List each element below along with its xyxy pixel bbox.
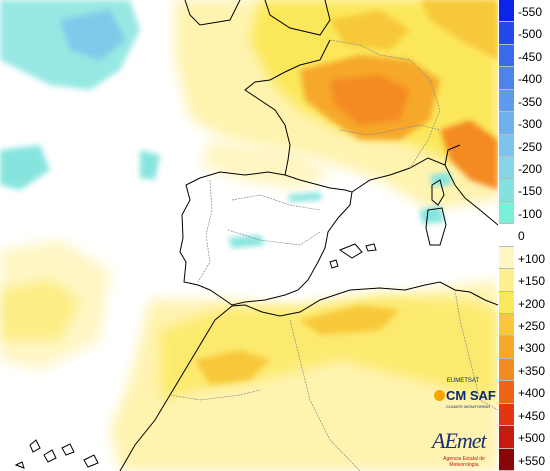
legend-swatch — [499, 89, 514, 113]
legend-swatch — [499, 291, 514, 314]
legend-swatch — [499, 44, 514, 68]
legend-row: -500 — [498, 22, 550, 45]
coastlines — [14, 0, 498, 471]
legend-row: -150 — [498, 179, 550, 202]
aemet-logo-text: AEmet — [432, 428, 487, 453]
legend-row: +400 — [498, 381, 550, 404]
borders — [169, 39, 498, 471]
legend-swatch — [499, 403, 514, 427]
legend-swatch — [499, 134, 514, 157]
legend-row: -350 — [498, 89, 550, 113]
cmsaf-sun-icon — [434, 390, 445, 401]
legend-row: +300 — [498, 336, 550, 359]
legend-label: +150 — [518, 274, 546, 289]
aemet-subtitle: Agencia Estatal de Meteorología — [443, 456, 485, 468]
legend-label: -250 — [518, 139, 543, 154]
legend-row: +350 — [498, 358, 550, 382]
legend-row: +500 — [498, 426, 550, 449]
legend-row: -400 — [498, 67, 550, 90]
legend-swatch — [499, 448, 514, 471]
legend-swatch — [499, 224, 514, 247]
legend-swatch — [499, 179, 514, 202]
logos: EUMETSAT CM SAF CLIMATE MONITORING AEmet… — [428, 378, 498, 468]
legend-swatch — [499, 22, 514, 45]
legend-label: +100 — [518, 251, 546, 266]
legend-label: +550 — [518, 453, 546, 468]
legend-swatch — [499, 201, 514, 225]
legend-row: -100 — [498, 201, 550, 225]
legend-label: +350 — [518, 363, 546, 378]
legend-label: -500 — [518, 27, 543, 42]
legend-row: -550 — [498, 0, 550, 23]
legend-row: 0 — [498, 224, 550, 247]
legend-label: -350 — [518, 94, 543, 109]
legend-label: 0 — [518, 229, 525, 244]
legend-label: +450 — [518, 408, 546, 423]
legend-row: +150 — [498, 269, 550, 292]
legend-swatch — [499, 157, 514, 180]
cmsaf-subtitle: CLIMATE MONITORING — [446, 404, 491, 409]
legend-swatch — [499, 358, 514, 382]
legend-swatch — [499, 336, 514, 359]
legend-label: +300 — [518, 341, 546, 356]
legend-row: +550 — [498, 448, 550, 471]
anomaly-map — [0, 0, 498, 471]
legend-swatch — [499, 246, 514, 270]
legend-label: -150 — [518, 184, 543, 199]
legend-swatch — [499, 67, 514, 90]
legend-row: -250 — [498, 134, 550, 157]
legend-row: +200 — [498, 291, 550, 314]
legend-swatch — [499, 314, 514, 337]
legend-row: -300 — [498, 112, 550, 135]
cmsaf-logo-text: CM SAF — [446, 388, 496, 403]
legend-label: -400 — [518, 72, 543, 87]
legend-swatch — [499, 426, 514, 449]
legend-swatch — [499, 381, 514, 404]
legend-label: -550 — [518, 5, 543, 19]
legend-label: -100 — [518, 206, 543, 221]
legend-row: +450 — [498, 403, 550, 427]
legend-label: +200 — [518, 296, 546, 311]
eumetsat-label: EUMETSAT — [446, 378, 480, 384]
legend-row: +250 — [498, 314, 550, 337]
legend-label: +500 — [518, 431, 546, 446]
legend-label: +250 — [518, 319, 546, 333]
legend-label: -300 — [518, 117, 543, 132]
legend-row: -200 — [498, 157, 550, 180]
legend-label: -450 — [518, 49, 543, 64]
legend-label: -200 — [518, 162, 543, 176]
legend-row: -450 — [498, 44, 550, 68]
color-legend: -550 -500 -450 -400 -350 -300 -250 -200 -150 -100… — [498, 0, 550, 471]
legend-swatch — [499, 269, 514, 292]
legend-label: +400 — [518, 386, 546, 401]
legend-row: +100 — [498, 246, 550, 270]
legend-swatch — [499, 0, 514, 23]
legend-swatch — [499, 112, 514, 135]
